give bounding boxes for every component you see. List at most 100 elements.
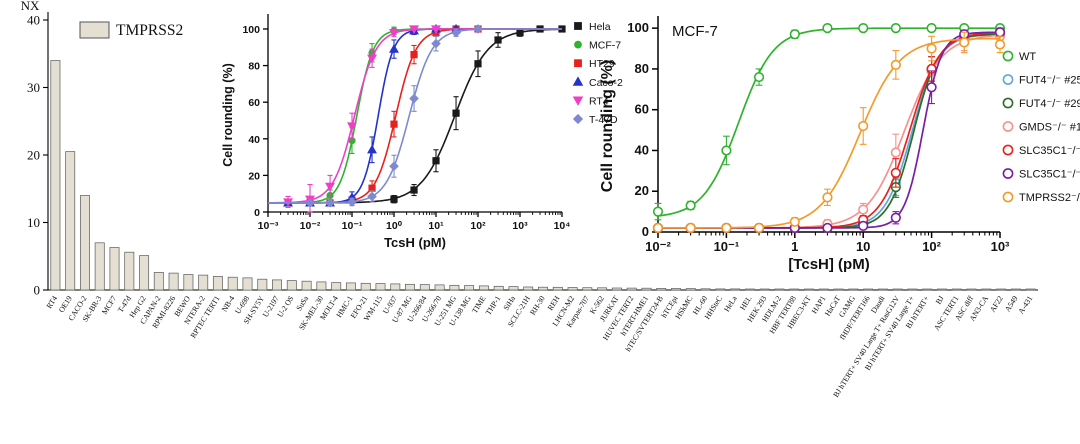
y-tick-label: 40 [635, 142, 649, 157]
circle-marker-icon [858, 120, 869, 132]
x-tick-label: 10⁰ [386, 220, 403, 232]
bar [65, 151, 76, 291]
circle-marker-icon [1002, 50, 1014, 62]
diamond-marker-icon [367, 191, 377, 202]
legend-label: Caco-2 [589, 77, 623, 89]
legend-label: MCF-7 [589, 40, 621, 52]
mcf7-knockout-dose-response: 0 20 40 60 80 100 10⁻² 10⁻¹ 1 10 10² 10³ [TcsH] (pM)… [599, 16, 1080, 273]
legend-label: SLC35C1⁻/⁻ #5 [1019, 169, 1080, 181]
bar [759, 288, 770, 291]
legend-label: FUT4⁻/⁻ #29 [1019, 98, 1080, 110]
triangle-down-marker-icon [572, 96, 584, 106]
legend-label: WT [1019, 51, 1036, 63]
y-axis-label: Cell rounding (%) [221, 63, 235, 166]
legend-label: SLC35C1⁻/⁻ #2 [1019, 145, 1080, 157]
bar-category-label: AF22 [988, 294, 1005, 314]
bar [316, 281, 327, 291]
bar [464, 285, 475, 291]
square-marker-icon [574, 59, 582, 68]
circle-marker-icon [959, 37, 970, 48]
circle-marker-icon [1002, 121, 1014, 132]
bar [715, 288, 726, 291]
bar [449, 284, 460, 291]
legend-item-HT29: HT29 [574, 58, 615, 70]
bar [301, 280, 312, 291]
fit-curve [658, 27, 1000, 217]
bar [538, 286, 548, 291]
bar [922, 288, 933, 291]
circle-marker-icon [858, 23, 869, 34]
legend-label: Hela [589, 21, 611, 33]
bar [907, 288, 918, 291]
square-marker-icon [452, 109, 460, 117]
bar [109, 247, 120, 291]
triangle-down-marker-icon [389, 29, 399, 38]
legend-item-Hela: Hela [574, 21, 611, 33]
bar [331, 282, 342, 291]
bar [390, 283, 401, 291]
bar [478, 285, 489, 291]
bar [227, 276, 238, 291]
y-tick-label: 0 [642, 224, 649, 239]
bar [582, 287, 593, 291]
bar [937, 288, 947, 291]
bar [552, 286, 563, 291]
bar [257, 278, 268, 291]
square-marker-icon [432, 157, 440, 165]
diamond-marker-icon [409, 93, 419, 104]
legend-item-FUT4⁻/⁻ #25: FUT4⁻/⁻ #25 [1002, 74, 1080, 87]
bar [153, 272, 164, 291]
bar-y-axis-label: NX [21, 0, 40, 13]
circle-marker-icon [822, 192, 833, 203]
square-marker-icon [390, 120, 398, 128]
fit-curve [268, 28, 562, 204]
bar [80, 195, 90, 291]
y-tick-label: 60 [248, 97, 260, 109]
legend-item-SLC35C1⁻/⁻ #5: SLC35C1⁻/⁻ #5 [1002, 168, 1080, 181]
bar-y-tick-label: 10 [27, 215, 40, 230]
x-tick-label: 1 [791, 239, 798, 254]
y-tick-label: 20 [635, 183, 649, 198]
series-TMPRSS2⁻/⁻ #3 [652, 31, 1006, 234]
circle-marker-icon [994, 39, 1006, 50]
legend-label: FUT4⁻/⁻ #25 [1019, 75, 1080, 87]
square-marker-icon [368, 184, 376, 192]
square-marker-icon [390, 195, 398, 203]
triangle-down-marker-icon [367, 54, 377, 64]
legend-item-Caco-2: Caco-2 [572, 76, 623, 89]
bar [493, 285, 504, 291]
cell-line-dose-response: 0 20 40 60 80 100 10⁻³ 10⁻² 10⁻¹ 10⁰ 10¹ 10² 10³ 10⁴ T… [221, 14, 623, 250]
series-WT [652, 23, 1006, 221]
legend-item-GMDS⁻/⁻ #13: GMDS⁻/⁻ #13 [1002, 121, 1080, 134]
circle-marker-icon [994, 27, 1006, 38]
circle-marker-icon [685, 222, 696, 234]
x-tick-label: 10⁻¹ [342, 220, 363, 232]
y-tick-label: 100 [242, 24, 260, 36]
circle-marker-icon [1002, 74, 1014, 85]
bar [966, 288, 977, 291]
legend-item-MCF-7: MCF-7 [574, 40, 621, 52]
circle-marker-icon [1002, 97, 1014, 109]
bar [818, 288, 829, 291]
x-tick-label: 10⁻³ [258, 220, 279, 232]
triangle-down-marker-icon [325, 182, 335, 192]
circle-marker-icon [1002, 144, 1014, 156]
diamond-marker-icon [572, 113, 584, 125]
bar-y-tick-label: 40 [27, 13, 40, 28]
bar [951, 288, 962, 291]
circle-marker-icon [858, 204, 869, 215]
diamond-marker-icon [389, 161, 399, 172]
bar [700, 288, 711, 291]
square-marker-icon [494, 36, 502, 44]
bar-chart-legend: TMPRSS2 [79, 21, 183, 39]
triangle-down-marker-icon [431, 25, 441, 35]
circle-marker-icon [685, 200, 696, 211]
bar [641, 287, 652, 291]
circle-marker-icon [890, 23, 901, 34]
circle-marker-icon [822, 222, 833, 234]
triangle-marker-icon [367, 144, 377, 154]
tmprss2-expression-bar-chart: 010203040NXRT4OE19CACO-2SK-BR-3MCF7T-47d… [21, 0, 1038, 399]
bar [1010, 288, 1021, 291]
bar-category-label: MCF7 [100, 294, 118, 316]
legend-item-T-47D: T-47D [572, 113, 618, 126]
